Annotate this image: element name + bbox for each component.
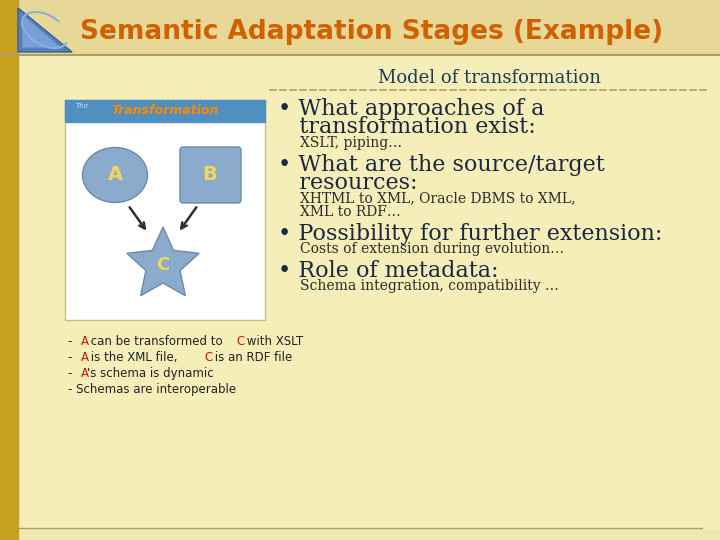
Text: Costs of extension during evolution…: Costs of extension during evolution… xyxy=(300,242,564,256)
Text: is an RDF file: is an RDF file xyxy=(211,351,292,364)
Polygon shape xyxy=(22,14,62,48)
Bar xyxy=(65,100,265,122)
Text: C: C xyxy=(204,351,212,364)
Text: C: C xyxy=(237,335,245,348)
Text: -: - xyxy=(68,335,76,348)
Bar xyxy=(18,55,720,528)
Bar xyxy=(65,100,265,320)
Text: -: - xyxy=(68,351,76,364)
Text: • Role of metadata:: • Role of metadata: xyxy=(278,260,498,282)
Text: resources:: resources: xyxy=(278,172,418,194)
Text: A: A xyxy=(81,335,89,348)
Polygon shape xyxy=(18,8,72,52)
Text: transformation exist:: transformation exist: xyxy=(278,116,536,138)
Text: Model of transformation: Model of transformation xyxy=(379,69,601,87)
Text: • What are the source/target: • What are the source/target xyxy=(278,154,605,176)
Text: can be transformed to: can be transformed to xyxy=(87,335,227,348)
Text: XSLT, piping…: XSLT, piping… xyxy=(300,136,402,150)
Text: Transformation: Transformation xyxy=(112,105,219,118)
Text: Semantic Adaptation Stages (Example): Semantic Adaptation Stages (Example) xyxy=(80,19,663,45)
Polygon shape xyxy=(127,227,199,296)
Text: XHTML to XML, Oracle DBMS to XML,: XHTML to XML, Oracle DBMS to XML, xyxy=(300,191,575,205)
Text: 's schema is dynamic: 's schema is dynamic xyxy=(87,367,214,380)
Text: The: The xyxy=(75,103,88,109)
Text: - Schemas are interoperable: - Schemas are interoperable xyxy=(68,383,236,396)
FancyBboxPatch shape xyxy=(180,147,241,203)
Text: • What approaches of a: • What approaches of a xyxy=(278,98,544,120)
Text: XML to RDF…: XML to RDF… xyxy=(300,205,400,219)
Text: -: - xyxy=(68,367,76,380)
Text: A: A xyxy=(81,367,89,380)
Text: A: A xyxy=(81,351,89,364)
Text: Schema integration, compatibility …: Schema integration, compatibility … xyxy=(300,279,559,293)
Bar xyxy=(0,0,18,540)
Text: • Possibility for further extension:: • Possibility for further extension: xyxy=(278,223,662,245)
Text: with XSLT: with XSLT xyxy=(243,335,304,348)
Ellipse shape xyxy=(83,147,148,202)
Text: B: B xyxy=(202,165,217,185)
Bar xyxy=(0,0,720,55)
Text: A: A xyxy=(107,165,122,185)
Text: C: C xyxy=(156,256,170,274)
Text: is the XML file,: is the XML file, xyxy=(87,351,181,364)
